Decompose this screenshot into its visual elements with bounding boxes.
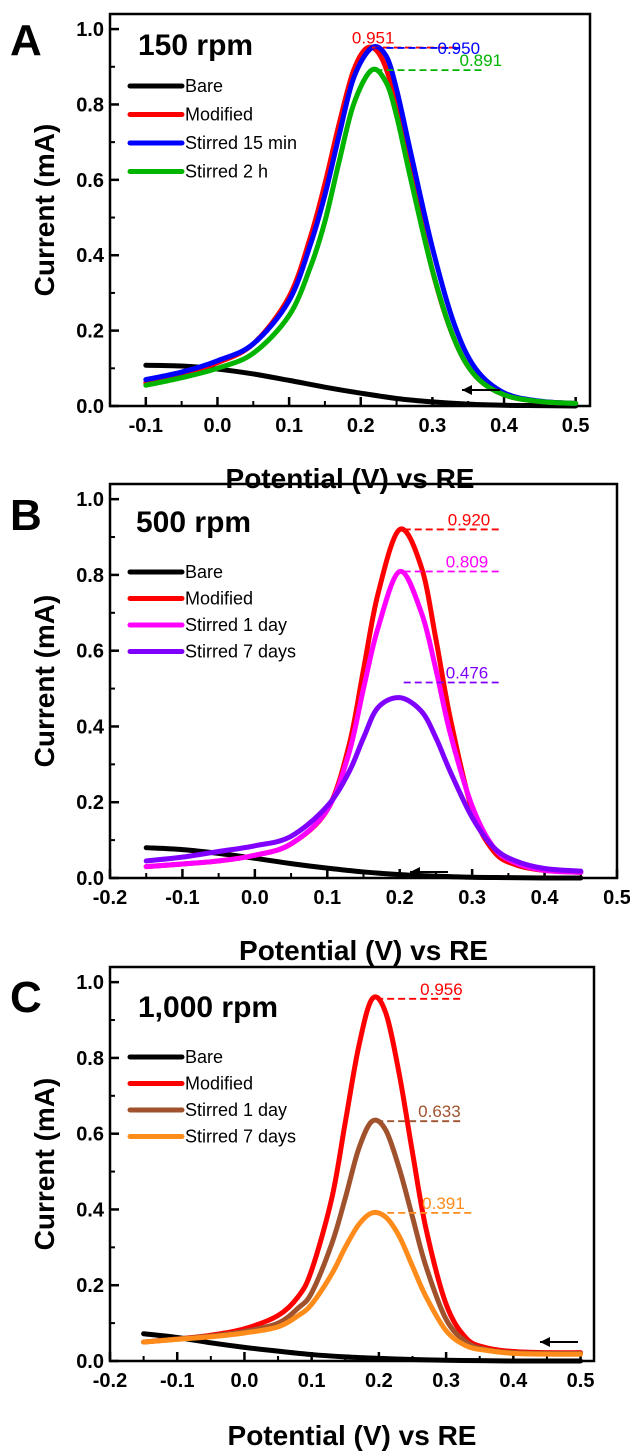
x-tick-label: 0.0 [241,887,269,909]
x-tick-label: 0.4 [499,1370,528,1392]
y-axis-title: Current (mA) [29,124,60,297]
panel-letter: B [10,491,42,540]
x-tick-label: -0.1 [129,415,163,437]
legend-label: Bare [185,1047,223,1067]
y-tick-label: 0.8 [76,565,104,587]
y-tick-label: 0.4 [76,1199,105,1221]
y-tick-label: 0.6 [76,1124,104,1146]
peak-value-label: 0.809 [446,553,489,572]
x-tick-label: 0.4 [531,887,560,909]
legend-label: Stirred 7 days [185,642,296,662]
x-tick-label: 0.1 [298,1370,326,1392]
legend-label: Stirred 2 h [185,162,268,182]
series-line-stirred-7-days [143,695,584,874]
x-tick-label: -0.1 [160,1370,194,1392]
peak-value-label: 0.920 [448,510,491,529]
x-tick-label: 0.1 [275,415,303,437]
legend-label: Stirred 15 min [185,133,297,153]
x-tick-label: -0.2 [93,1370,127,1392]
series-line-bare [141,1331,584,1364]
y-tick-label: 0.4 [76,245,105,267]
peak-value-label: 0.950 [437,39,480,58]
y-tick-label: 1.0 [76,972,104,994]
legend-label: Bare [185,562,223,582]
x-tick-label: -0.1 [165,887,199,909]
y-tick-label: 0.6 [76,641,104,663]
peak-value-label: 0.633 [418,1102,461,1121]
x-tick-label: -0.2 [93,887,127,909]
peak-value-label: 0.956 [420,980,463,999]
y-tick-label: 0.2 [76,1275,104,1297]
x-tick-label: 0.3 [432,1370,460,1392]
chart-panel-c: C 0.0 0.2 0.4 0.6 0.8 1.0 -0.2 -0.1 0.0 0.1 0.2 0.3 0… [10,965,596,1451]
legend-label: Bare [185,76,223,96]
y-tick-label: 1.0 [76,489,104,511]
plot-frame [108,12,592,408]
y-tick-label: 0.0 [76,868,104,890]
panel-letter: C [10,973,42,1022]
panel-letter: A [10,16,42,65]
legend-label: Modified [185,589,253,609]
series-line-modified [143,44,579,406]
scan-arrow-head [540,1337,550,1347]
scan-arrow-head [410,867,420,877]
legend-label: Stirred 7 days [185,1127,296,1147]
scan-arrow-head [462,385,472,395]
peak-value-label: 0.951 [352,29,395,48]
y-tick-label: 0.2 [76,321,104,343]
x-axis-title: Potential (V) vs RE [228,1420,477,1451]
x-tick-label: 0.2 [347,415,375,437]
y-tick-label: 0.8 [76,94,104,116]
chart-title: 500 rpm [136,506,251,539]
y-tick-label: 0.6 [76,170,104,192]
chart-title: 150 rpm [138,29,253,62]
y-tick-label: 0.4 [76,716,105,738]
y-axis-title: Current (mA) [29,1078,60,1251]
y-tick-label: 1.0 [76,19,104,41]
peak-value-label: 0.476 [446,664,489,683]
peak-value-label: 0.891 [459,51,502,70]
x-tick-label: 0.2 [365,1370,393,1392]
x-tick-label: 0.0 [204,415,232,437]
peak-value-label: 0.391 [422,1194,465,1213]
y-tick-label: 0.0 [76,396,104,418]
x-tick-label: 0.0 [231,1370,259,1392]
y-axis-title: Current (mA) [29,595,60,768]
legend-label: Stirred 1 day [185,1100,287,1120]
chart-panel-a: A 0.0 0.2 0.4 0.6 0.8 1.0 -0.1 0.0 0.1 0.2 0.3 0.4 0.… [10,12,592,494]
series-line-stirred-2-h [143,66,579,406]
x-tick-label: 0.5 [567,1370,595,1392]
legend-label: Modified [185,1074,253,1094]
chart-panel-b: B 0.0 0.2 0.4 0.6 0.8 1.0 -0.2 -0.1 0.0 0.1 0.2 0.3 0… [10,482,630,966]
x-axis-title: Potential (V) vs RE [226,463,475,494]
x-tick-label: 0.3 [458,887,486,909]
x-tick-label: 0.3 [418,415,446,437]
y-tick-label: 0.8 [76,1048,104,1070]
x-axis-title: Potential (V) vs RE [239,935,488,966]
x-tick-label: 0.5 [603,887,630,909]
x-tick-label: 0.1 [313,887,341,909]
x-tick-label: 0.4 [490,415,519,437]
y-tick-label: 0.0 [76,1351,104,1373]
chart-title: 1,000 rpm [138,991,278,1024]
plot-frame [108,965,596,1363]
x-tick-label: 0.2 [386,887,414,909]
series-line-stirred-7-days [141,1209,584,1357]
legend-label: Stirred 1 day [185,615,287,635]
y-tick-label: 0.2 [76,792,104,814]
series-line-stirred-15-min [143,44,579,406]
series-line-stirred-1-day [141,1117,584,1356]
legend-label: Modified [185,105,253,125]
x-tick-label: 0.5 [562,415,590,437]
